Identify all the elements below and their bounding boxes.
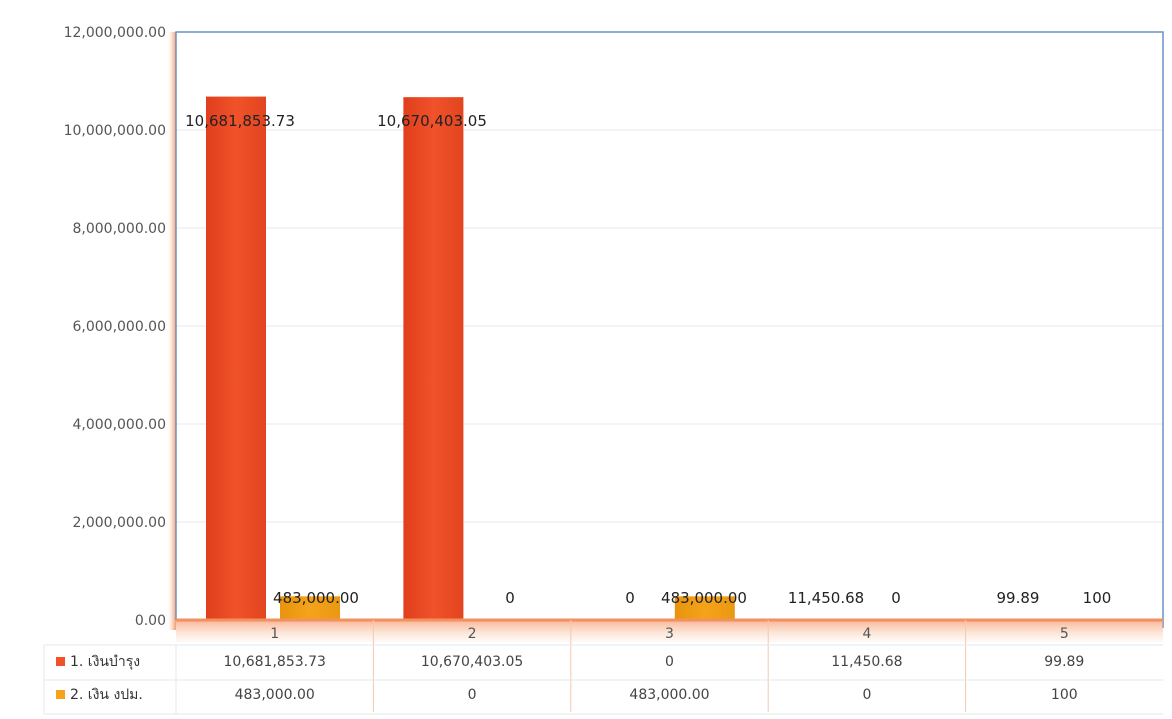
table-cell-series2-cat1: 483,000.00 (235, 687, 315, 703)
y-axis-glow (168, 32, 176, 630)
table-cell-series2-cat3: 483,000.00 (629, 687, 709, 703)
bar-series2-cat3 (674, 596, 735, 620)
bar-series1-cat2 (403, 97, 464, 620)
y-tick-label: 10,000,000.00 (64, 123, 166, 139)
y-tick-label: 8,000,000.00 (72, 221, 166, 237)
data-label-series2-cat3: 483,000.00 (661, 589, 747, 607)
table-cell-series1-cat5: 99.89 (1044, 654, 1084, 670)
table-cell-series1-cat1: 10,681,853.73 (223, 654, 325, 670)
y-tick-label: 4,000,000.00 (72, 417, 166, 433)
x-tick-label: 1 (270, 626, 279, 642)
table-cell-series1-cat2: 10,670,403.05 (421, 654, 523, 670)
data-label-series1-cat5: 99.89 (997, 589, 1040, 607)
table-cell-series1-cat4: 11,450.68 (831, 654, 902, 670)
table-cell-series2-cat2: 0 (468, 687, 477, 703)
bar-series2-cat1 (280, 596, 340, 620)
data-label-series1-cat2: 10,670,403.05 (377, 112, 487, 130)
x-axis-band (176, 620, 1163, 642)
bar-series1-cat1 (206, 96, 266, 620)
y-tick-label: 0.00 (135, 613, 166, 629)
y-tick-label: 12,000,000.00 (64, 25, 166, 41)
legend-key-series1 (56, 657, 65, 666)
y-tick-label: 2,000,000.00 (72, 515, 166, 531)
table-cell-series2-cat5: 100 (1051, 687, 1078, 703)
table-cell-series2-cat4: 0 (862, 687, 871, 703)
y-tick-label: 6,000,000.00 (72, 319, 166, 335)
table-cell-series1-cat3: 0 (665, 654, 674, 670)
data-label-series1-cat3: 0 (625, 589, 635, 607)
data-label-series1-cat4: 11,450.68 (788, 589, 864, 607)
data-label-series2-cat4: 0 (891, 589, 901, 607)
x-tick-label: 3 (665, 626, 674, 642)
data-label-series2-cat1: 483,000.00 (273, 589, 359, 607)
data-label-series1-cat1: 10,681,853.73 (185, 112, 295, 130)
legend-key-series2 (56, 690, 65, 699)
x-tick-label: 2 (468, 626, 477, 642)
plot-border (175, 31, 1164, 628)
data-label-series2-cat2: 0 (505, 589, 515, 607)
legend-label-series2: 2. เงิน งปม. (70, 687, 143, 703)
legend-label-series1: 1. เงินบำรุง (70, 654, 140, 670)
x-tick-label: 4 (862, 626, 871, 642)
data-label-series2-cat5: 100 (1083, 589, 1112, 607)
x-tick-label: 5 (1060, 626, 1069, 642)
